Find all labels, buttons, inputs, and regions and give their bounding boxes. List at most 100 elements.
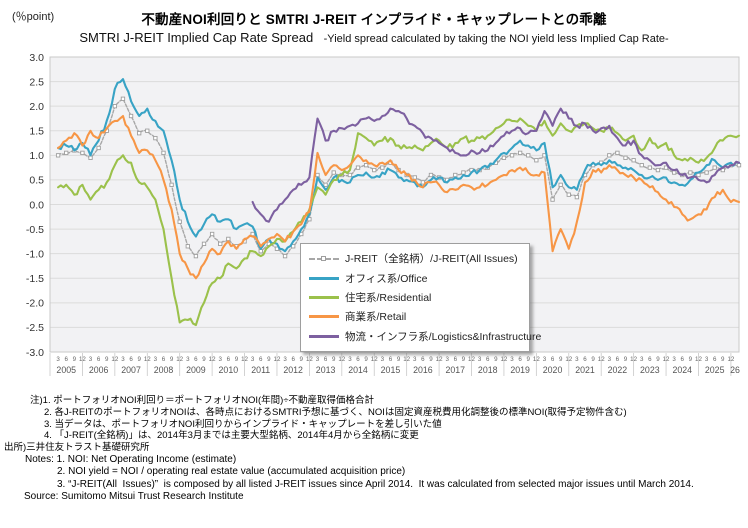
svg-text:2013: 2013 <box>316 365 336 375</box>
svg-text:3: 3 <box>705 356 709 363</box>
legend-swatch-residential <box>309 295 339 299</box>
svg-text:3: 3 <box>56 356 60 363</box>
svg-text:6: 6 <box>291 356 295 363</box>
chart-subtitle-note: -Yield spread calculated by taking the N… <box>323 33 669 45</box>
svg-text:2008: 2008 <box>154 365 174 375</box>
svg-text:6: 6 <box>227 356 231 363</box>
note-en-1: Notes: 1. NOI: Net Operating Income (est… <box>25 453 237 465</box>
svg-text:3: 3 <box>121 356 125 363</box>
notes-block: 注)1. ポートフォリオNOI利回り＝ポートフォリオNOI(年間)÷不動産取得価… <box>4 395 748 504</box>
svg-text:2024: 2024 <box>672 365 692 375</box>
svg-text:6: 6 <box>259 356 263 363</box>
legend-swatch-office <box>309 276 339 280</box>
svg-text:9: 9 <box>170 356 174 363</box>
svg-text:2022: 2022 <box>608 365 628 375</box>
svg-text:9: 9 <box>73 356 77 363</box>
svg-text:9: 9 <box>527 356 531 363</box>
svg-text:3: 3 <box>381 356 385 363</box>
svg-text:6: 6 <box>356 356 360 363</box>
legend-item-residential: 住宅系/Residential <box>309 288 521 307</box>
svg-text:6: 6 <box>486 356 490 363</box>
svg-text:6: 6 <box>97 356 101 363</box>
svg-text:-1.0: -1.0 <box>26 248 44 260</box>
legend-marker-square <box>321 256 326 262</box>
svg-text:2005: 2005 <box>56 365 76 375</box>
svg-text:0.5: 0.5 <box>29 175 44 187</box>
legend-label-logistics: 物流・インフラ系/Logistics&Infrastructure <box>345 330 542 343</box>
svg-text:9: 9 <box>689 356 693 363</box>
svg-text:-0.5: -0.5 <box>26 224 44 236</box>
svg-text:9: 9 <box>105 356 109 363</box>
svg-text:-1.5: -1.5 <box>26 273 44 285</box>
svg-text:9: 9 <box>267 356 271 363</box>
svg-text:3: 3 <box>478 356 482 363</box>
svg-text:6: 6 <box>129 356 133 363</box>
source-en: Source: Sumitomo Mitsui Trust Research I… <box>24 491 244 503</box>
svg-text:9: 9 <box>332 356 336 363</box>
svg-text:9: 9 <box>462 356 466 363</box>
legend-item-all-issues: J-REIT（全銘柄）/J-REIT(All Issues) <box>309 249 521 268</box>
svg-text:6: 6 <box>324 356 328 363</box>
svg-text:2020: 2020 <box>543 365 563 375</box>
source-jp: 出所)三井住友トラスト基礎研究所 <box>4 442 150 454</box>
legend-label-all-issues: J-REIT（全銘柄）/J-REIT(All Issues) <box>345 253 518 266</box>
svg-text:3: 3 <box>543 356 547 363</box>
svg-text:2009: 2009 <box>186 365 206 375</box>
chart-subtitle-en: SMTRI J-REIT Implied Cap Rate Spread <box>79 30 314 45</box>
svg-text:6: 6 <box>648 356 652 363</box>
legend-label-retail: 商業系/Retail <box>345 311 407 324</box>
svg-text:3: 3 <box>608 356 612 363</box>
svg-text:3.0: 3.0 <box>29 52 44 64</box>
svg-text:1.0: 1.0 <box>29 150 44 162</box>
svg-text:2021: 2021 <box>575 365 595 375</box>
svg-text:9: 9 <box>656 356 660 363</box>
svg-text:2014: 2014 <box>348 365 368 375</box>
svg-text:2015: 2015 <box>381 365 401 375</box>
svg-text:3: 3 <box>510 356 514 363</box>
svg-text:6: 6 <box>454 356 458 363</box>
svg-text:9: 9 <box>397 356 401 363</box>
svg-text:3: 3 <box>186 356 190 363</box>
legend-item-retail: 商業系/Retail <box>309 307 521 326</box>
svg-text:9: 9 <box>494 356 498 363</box>
svg-text:3: 3 <box>154 356 158 363</box>
chart-legend: J-REIT（全銘柄）/J-REIT(All Issues) オフィス系/Offi… <box>300 243 541 352</box>
svg-text:6: 6 <box>583 356 587 363</box>
svg-text:-2.0: -2.0 <box>26 298 44 310</box>
svg-text:2016: 2016 <box>413 365 433 375</box>
svg-text:2017: 2017 <box>446 365 466 375</box>
chart-subtitle: SMTRI J-REIT Implied Cap Rate Spread -Yi… <box>0 29 748 47</box>
svg-text:6: 6 <box>681 356 685 363</box>
svg-text:3: 3 <box>251 356 255 363</box>
svg-text:9: 9 <box>721 356 725 363</box>
svg-text:3: 3 <box>348 356 352 363</box>
svg-text:6: 6 <box>64 356 68 363</box>
svg-text:3: 3 <box>413 356 417 363</box>
svg-text:3: 3 <box>445 356 449 363</box>
svg-text:9: 9 <box>364 356 368 363</box>
legend-swatch-logistics <box>309 334 339 338</box>
svg-text:2018: 2018 <box>478 365 498 375</box>
svg-text:9: 9 <box>624 356 628 363</box>
svg-text:1.5: 1.5 <box>29 126 44 138</box>
note-jp-2: 2. 各J-REITのポートフォリオNOIは、各時点におけるSMTRI予想に基づ… <box>44 406 627 418</box>
note-en-3: 3. “J-REIT(All Issues)” is composed by a… <box>57 478 694 490</box>
svg-text:2010: 2010 <box>219 365 239 375</box>
svg-text:2023: 2023 <box>640 365 660 375</box>
legend-item-office: オフィス系/Office <box>309 268 521 287</box>
svg-text:9: 9 <box>300 356 304 363</box>
svg-text:2012: 2012 <box>283 365 303 375</box>
svg-text:9: 9 <box>429 356 433 363</box>
svg-text:9: 9 <box>591 356 595 363</box>
note-jp-1: 注)1. ポートフォリオNOI利回り＝ポートフォリオNOI(年間)÷不動産取得価… <box>30 395 375 406</box>
svg-text:6: 6 <box>518 356 522 363</box>
svg-text:2007: 2007 <box>121 365 141 375</box>
note-jp-3: 3. 当データは、ポートフォリオNOI利回りからインプライド・キャップレートを差… <box>44 418 442 430</box>
svg-text:3: 3 <box>672 356 676 363</box>
svg-text:6: 6 <box>194 356 198 363</box>
svg-text:3: 3 <box>218 356 222 363</box>
svg-text:2.5: 2.5 <box>29 76 44 88</box>
svg-text:6: 6 <box>713 356 717 363</box>
note-en-2: 2. NOI yield = NOI / operating real esta… <box>57 466 406 478</box>
svg-text:-2.5: -2.5 <box>26 322 44 334</box>
